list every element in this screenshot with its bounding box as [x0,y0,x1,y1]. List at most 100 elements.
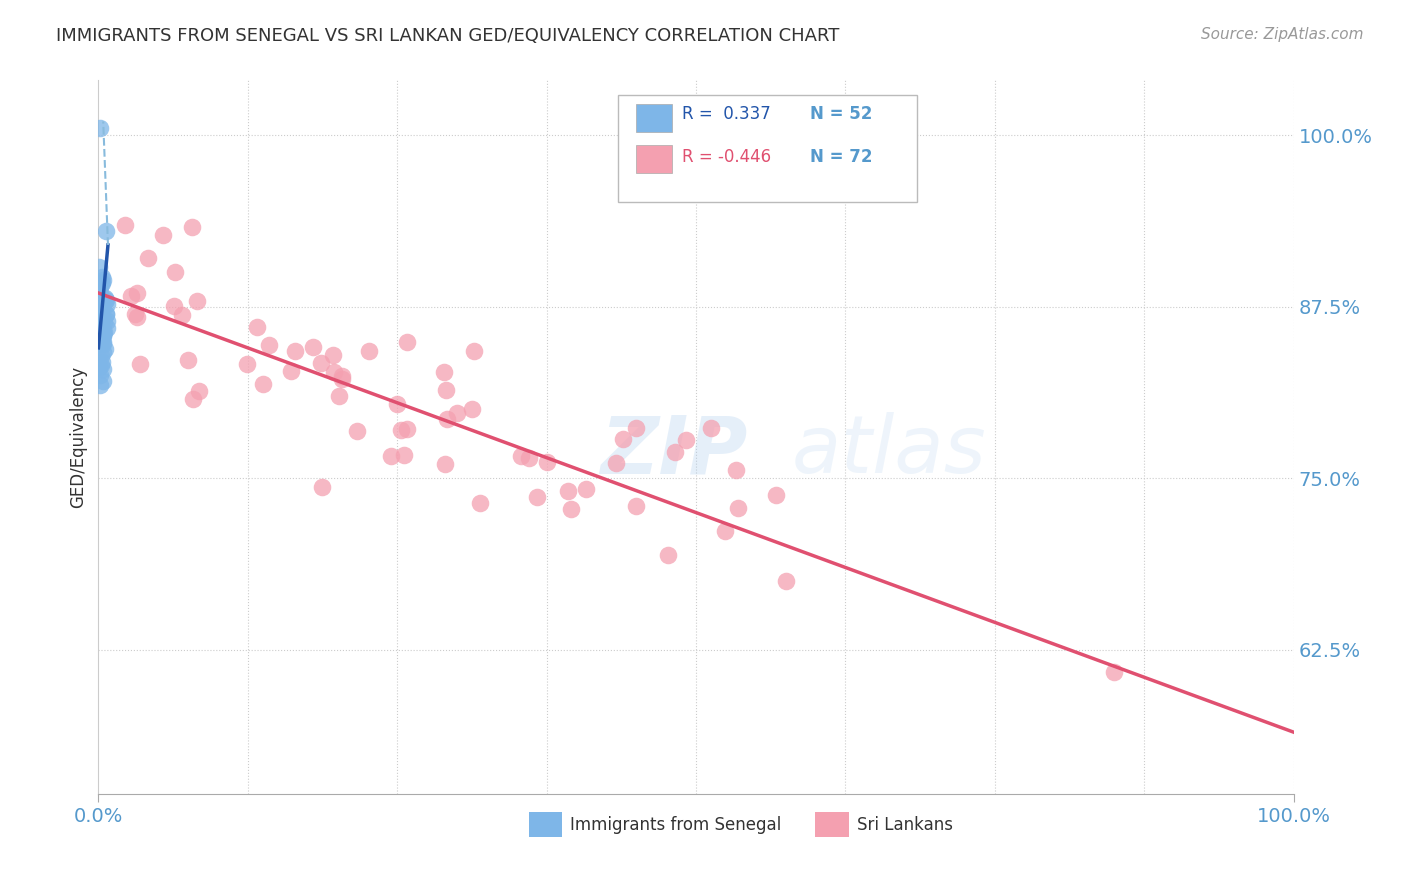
Point [463,344,485,359]
Bar [815,812,849,837]
Text: R = -0.446: R = -0.446 [682,148,770,166]
Text: N = 52: N = 52 [810,105,872,123]
Point [392,448,415,462]
Point [395,335,418,350]
Point [90,316,112,330]
Point [433,365,456,379]
Point [91,362,114,376]
Point [93,342,115,356]
Point [90,310,112,325]
Point [626,421,648,435]
Point [96,314,118,328]
Point [1104,665,1126,679]
Point [94,291,117,305]
Point [96,296,118,310]
Point [87,306,110,320]
Point [93,316,115,330]
Point [163,299,186,313]
Point [436,412,458,426]
Point [93,293,115,308]
Point [186,294,208,309]
Point [87,292,110,306]
Point [330,372,353,386]
Point [136,251,159,265]
Point [90,301,112,316]
Point [89,312,111,326]
Point [91,326,114,340]
Point [93,374,115,388]
Point [90,349,112,363]
Point [114,218,136,232]
Point [434,384,457,398]
Point [605,456,627,470]
Point [172,308,194,322]
Point [87,337,110,351]
Point [91,355,114,369]
Point [510,449,533,463]
Point [89,301,111,316]
Point [302,340,325,354]
Point [128,358,150,372]
Point [536,455,558,469]
Point [93,337,115,351]
Point [91,276,114,290]
Text: Source: ZipAtlas.com: Source: ZipAtlas.com [1201,27,1364,42]
Text: IMMIGRANTS FROM SENEGAL VS SRI LANKAN GED/EQUIVALENCY CORRELATION CHART: IMMIGRANTS FROM SENEGAL VS SRI LANKAN GE… [56,27,839,45]
Text: ZIP: ZIP [600,412,748,491]
Point [124,308,146,322]
Point [460,402,482,417]
Point [125,310,148,325]
Point [395,422,418,436]
Point [311,480,333,494]
Point [89,285,111,300]
Point [91,273,114,287]
Point [87,360,110,375]
Point [89,335,111,350]
Point [180,219,202,234]
Point [89,326,111,341]
Text: R =  0.337: R = 0.337 [682,105,770,123]
Point [664,444,686,458]
Point [626,500,648,514]
Point [89,378,111,392]
Point [470,496,492,510]
Point [91,305,114,319]
Bar [637,103,672,132]
Point [91,328,114,343]
Point [284,344,307,359]
Text: atlas: atlas [792,412,987,491]
Point [246,320,269,334]
Point [309,356,332,370]
Text: Sri Lankans: Sri Lankans [858,815,953,833]
Point [96,293,118,307]
Point [526,491,548,505]
Point [557,483,579,498]
Point [90,270,112,285]
Point [257,338,280,352]
Point [517,451,540,466]
Point [94,307,117,321]
Point [91,344,114,359]
Point [280,364,302,378]
Point [90,328,112,343]
Point [94,307,117,321]
Point [90,312,112,326]
Point [389,423,412,437]
Point [165,265,187,279]
Point [714,524,737,538]
Point [90,296,112,310]
Point [91,324,114,338]
Point [91,327,114,342]
Point [91,323,114,337]
Point [727,501,749,516]
Text: Immigrants from Senegal: Immigrants from Senegal [571,815,782,833]
Point [91,328,114,343]
Point [385,397,408,411]
Point [90,358,112,372]
Point [96,320,118,334]
Point [87,260,110,274]
Point [181,392,204,406]
Point [120,289,142,303]
Point [323,365,346,379]
Point [675,434,697,448]
